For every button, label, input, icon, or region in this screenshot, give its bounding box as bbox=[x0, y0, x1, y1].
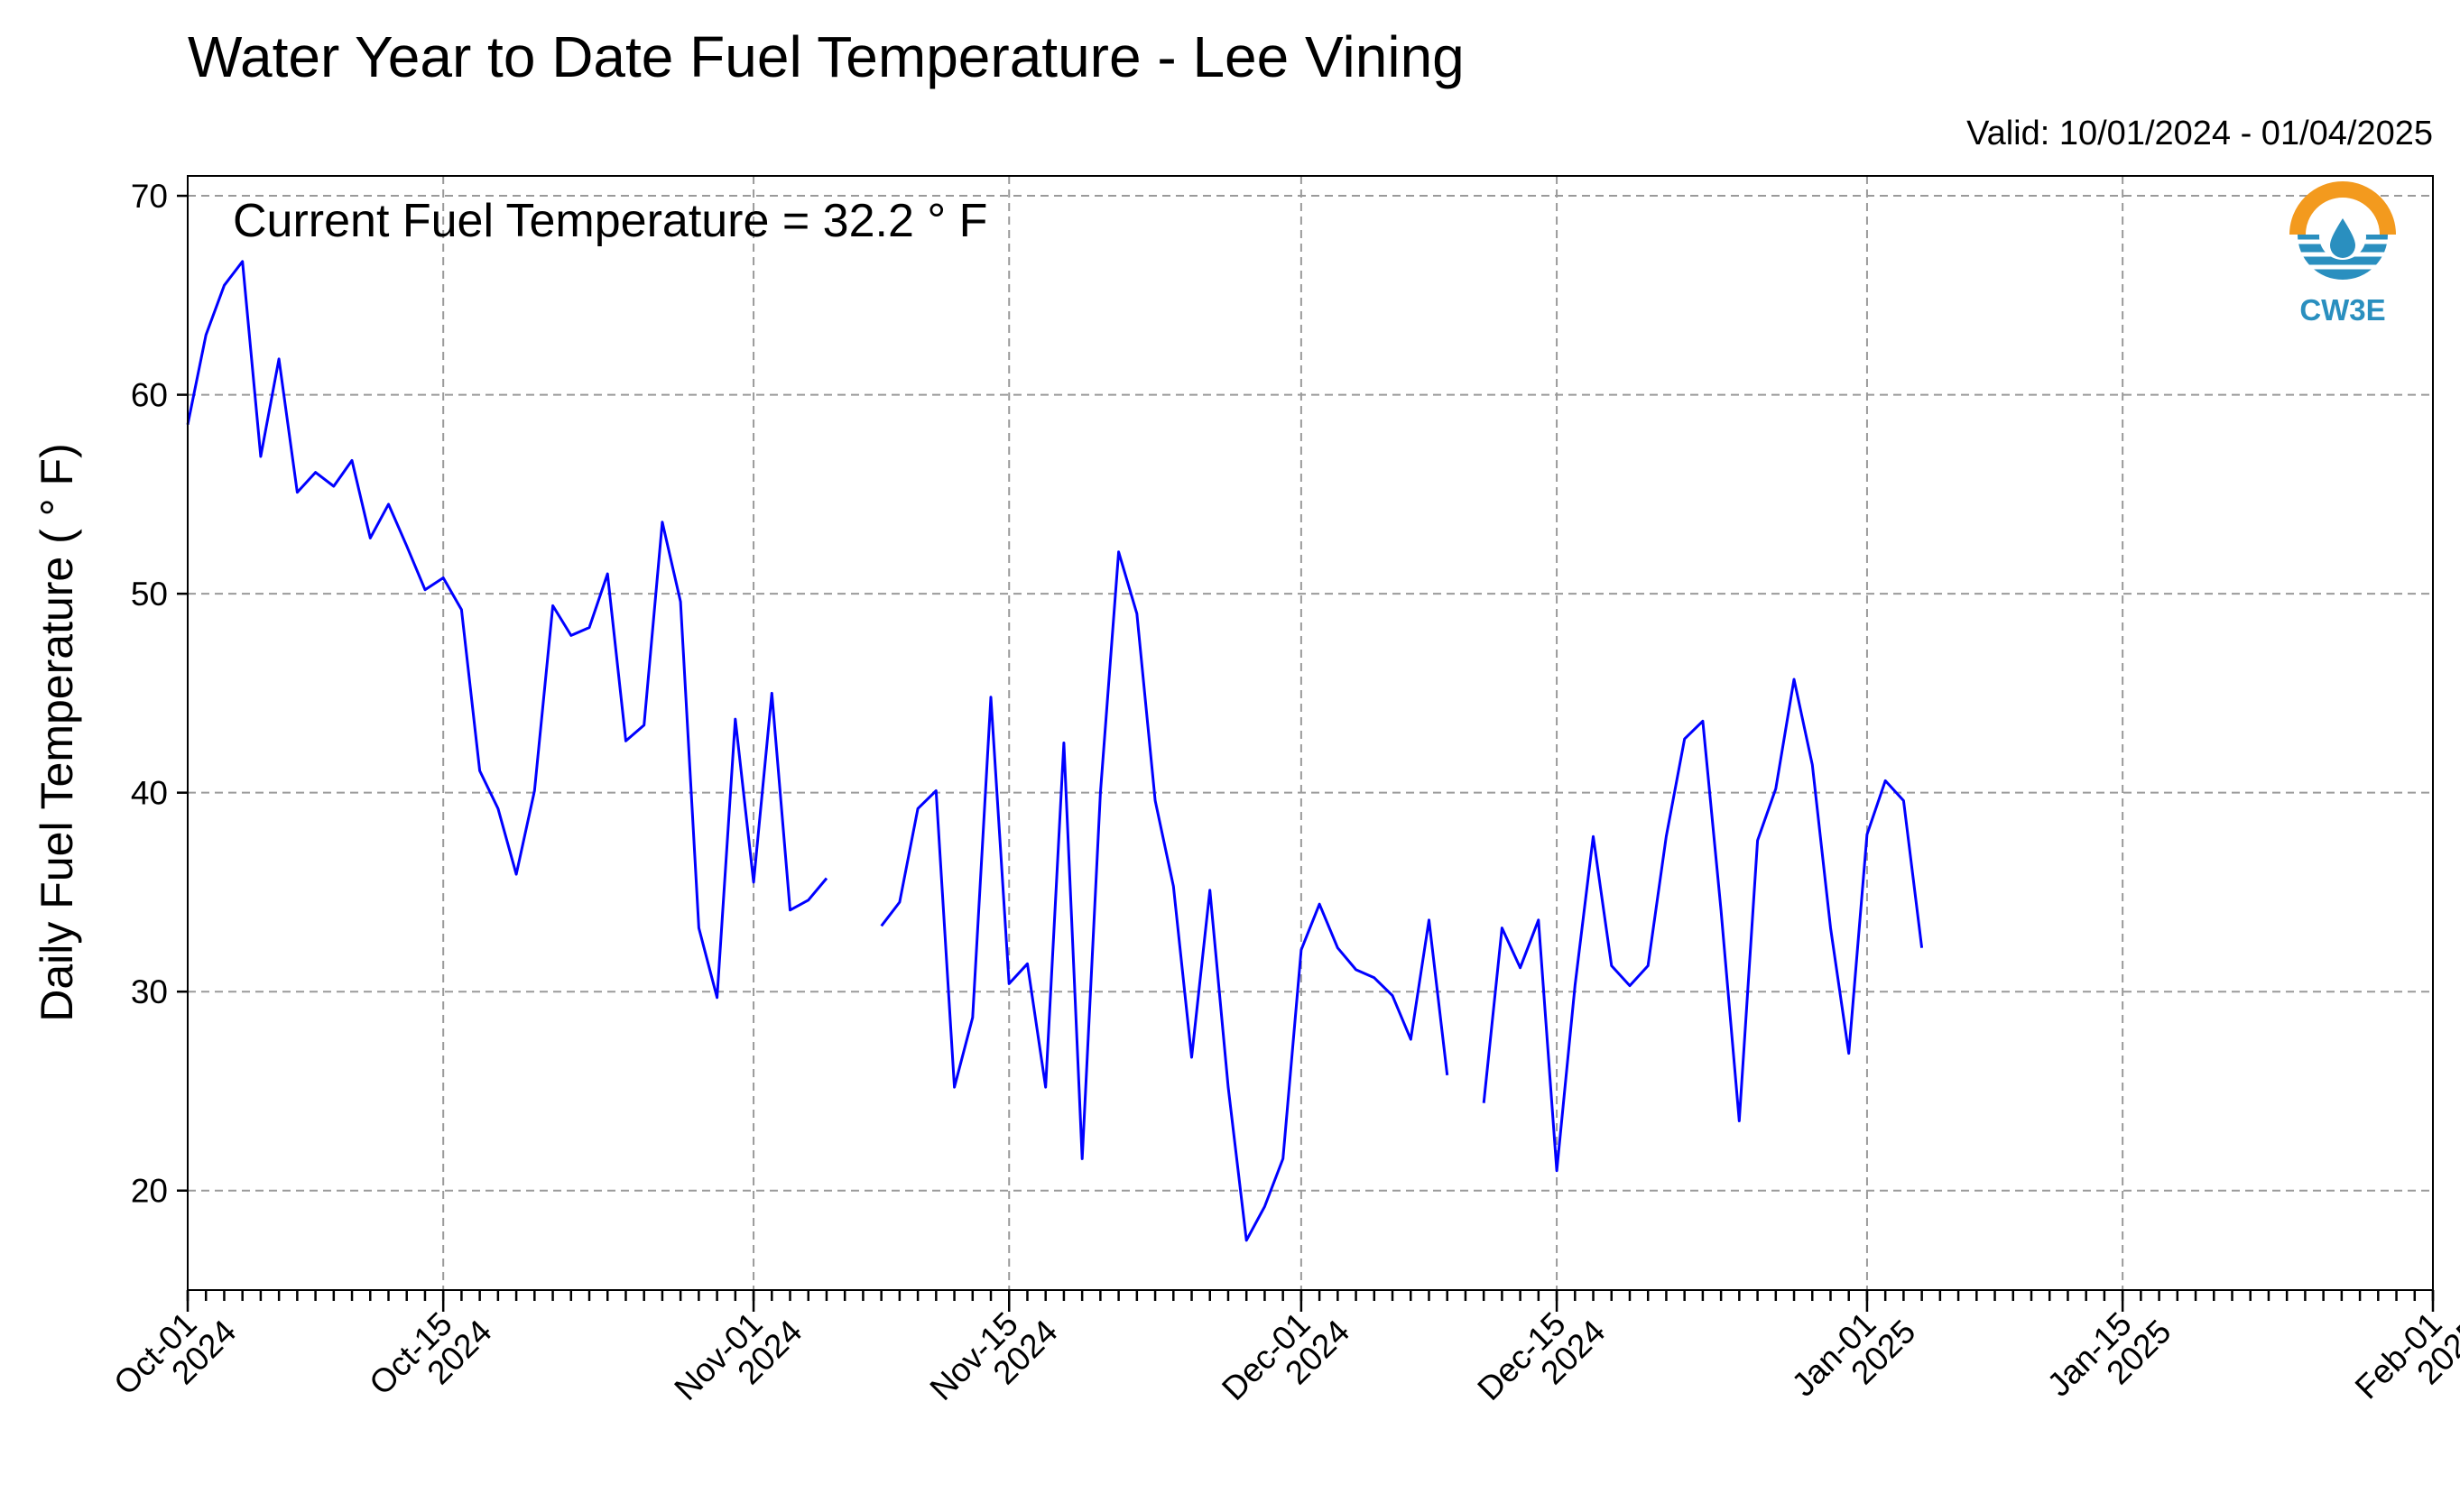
y-tick-label: 50 bbox=[131, 576, 168, 613]
y-tick-label: 20 bbox=[131, 1173, 168, 1210]
cw3e-logo-icon bbox=[2289, 181, 2396, 280]
y-tick-label: 60 bbox=[131, 377, 168, 414]
chart-title: Water Year to Date Fuel Temperature - Le… bbox=[188, 24, 1465, 89]
plot-frame bbox=[187, 175, 2434, 1291]
fuel-temperature-line bbox=[186, 260, 1924, 1242]
y-axis-label: Daily Fuel Temperature ( ° F) bbox=[32, 443, 82, 1021]
y-tick-label: 30 bbox=[131, 973, 168, 1010]
y-tick-label: 70 bbox=[131, 178, 168, 215]
valid-date-range: Valid: 10/01/2024 - 01/04/2025 bbox=[1966, 115, 2433, 152]
current-fuel-temperature-annotation: Current Fuel Temperature = 32.2 ° F bbox=[233, 195, 987, 247]
cw3e-logo: CW3E bbox=[2289, 181, 2396, 327]
series-layer bbox=[186, 260, 1924, 1242]
cw3e-logo-text: CW3E bbox=[2299, 293, 2385, 327]
y-tick-label: 40 bbox=[131, 775, 168, 812]
grid-layer bbox=[187, 176, 2434, 1290]
